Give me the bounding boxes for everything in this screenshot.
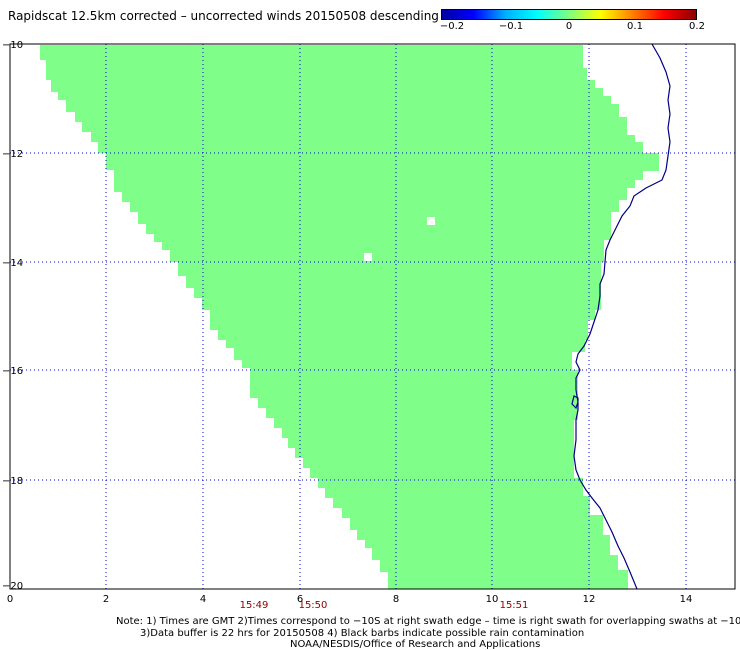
data-gap — [427, 217, 435, 225]
time-label: 15:49 — [239, 600, 269, 611]
x-tick-label: 6 — [297, 594, 303, 605]
colorbar-label-max: 0.2 — [689, 21, 705, 32]
map-frame — [9, 43, 736, 590]
y-tick-label: −12 — [2, 149, 23, 160]
x-tick-label: 10 — [486, 594, 499, 605]
map-grid — [10, 44, 735, 589]
footnote-line-1: Note: 1) Times are GMT 2)Times correspon… — [116, 616, 740, 627]
x-tick-label: 12 — [583, 594, 596, 605]
y-tick-label: −18 — [2, 476, 23, 487]
y-tick-label: −16 — [2, 366, 23, 377]
colorbar-label-min: −0.2 — [439, 21, 465, 32]
y-tick-label: −14 — [2, 258, 23, 269]
footnote-line-2: 3)Data buffer is 22 hrs for 20150508 4) … — [140, 628, 585, 639]
colorbar-label-zero: 0 — [565, 21, 573, 32]
x-tick-label: 4 — [200, 594, 206, 605]
coastline — [571, 43, 671, 590]
x-tick-label: 8 — [393, 594, 399, 605]
colorbar-label-pos: 0.1 — [627, 21, 643, 32]
x-tick-label: 14 — [680, 594, 693, 605]
colorbar-label-neg: −0.1 — [498, 21, 524, 32]
x-tick-label: 0 — [7, 594, 13, 605]
y-tick-label: −10 — [2, 40, 23, 51]
x-tick-label: 2 — [103, 594, 109, 605]
time-label: 15:50 — [298, 600, 328, 611]
map-title: Rapidscat 12.5km corrected – uncorrected… — [8, 9, 439, 23]
y-tick-label: −20 — [2, 581, 23, 592]
footnote-credit: NOAA/NESDIS/Office of Research and Appli… — [290, 639, 541, 650]
wind-swath — [40, 45, 659, 589]
colorbar — [441, 9, 697, 20]
data-gap — [364, 253, 372, 261]
time-label: 15:51 — [499, 600, 529, 611]
